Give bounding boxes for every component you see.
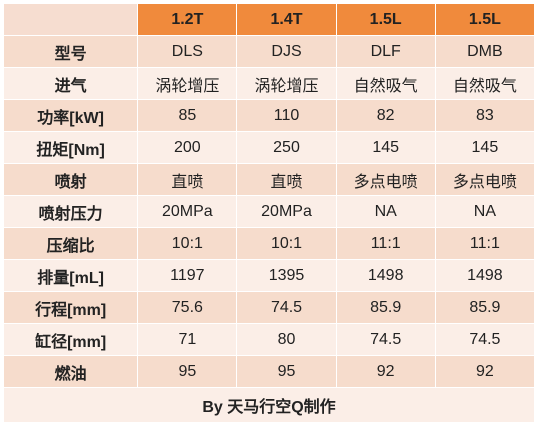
engine-spec-table: 1.2T 1.4T 1.5L 1.5L 型号 DLS DJS DLF DMB 进气 涡轮增压… xyxy=(2,3,536,423)
row-label: 缸径[mm] xyxy=(2,323,139,356)
table-row: 缸径[mm] 71 80 74.5 74.5 xyxy=(2,323,536,356)
column-header: 1.5L xyxy=(434,3,536,36)
table-row: 压缩比 10:1 10:1 11:1 11:1 xyxy=(2,227,536,260)
table-cell: 自然吸气 xyxy=(434,67,536,100)
row-label: 压缩比 xyxy=(2,227,139,260)
table-cell: 1498 xyxy=(335,259,436,292)
table-cell: DLS xyxy=(137,35,238,68)
column-header: 1.5L xyxy=(335,3,436,36)
table-row: 排量[mL] 1197 1395 1498 1498 xyxy=(2,259,536,292)
table-cell: 145 xyxy=(335,131,436,164)
table-cell: 10:1 xyxy=(137,227,238,260)
table-cell: 1498 xyxy=(434,259,536,292)
table-cell: 11:1 xyxy=(335,227,436,260)
row-label: 燃油 xyxy=(2,355,139,388)
table-cell: 85.9 xyxy=(434,291,536,324)
table-cell: 11:1 xyxy=(434,227,536,260)
table-header: 1.2T 1.4T 1.5L 1.5L xyxy=(2,3,536,36)
credit-text: By 天马行空Q制作 xyxy=(3,387,535,423)
table-row: 燃油 95 95 92 92 xyxy=(2,355,536,388)
table-cell: DMB xyxy=(434,35,536,68)
table-cell: 1197 xyxy=(137,259,238,292)
table-cell: 直喷 xyxy=(236,163,337,196)
row-label: 功率[kW] xyxy=(2,99,139,132)
table-cell: 80 xyxy=(236,323,337,356)
table-row: 功率[kW] 85 110 82 83 xyxy=(2,99,536,132)
table-cell: 250 xyxy=(236,131,337,164)
row-label: 扭矩[Nm] xyxy=(2,131,139,164)
table-cell: 200 xyxy=(137,131,238,164)
table-cell: 多点电喷 xyxy=(335,163,436,196)
table-cell: 20MPa xyxy=(236,195,337,228)
table-footer: By 天马行空Q制作 xyxy=(3,387,535,423)
table-cell: 110 xyxy=(236,99,337,132)
row-label: 进气 xyxy=(2,67,139,100)
table-cell: 74.5 xyxy=(434,323,536,356)
table-cell: 多点电喷 xyxy=(434,163,536,196)
row-label: 型号 xyxy=(2,35,139,68)
table-body: 型号 DLS DJS DLF DMB 进气 涡轮增压 涡轮增压 自然吸气 自然吸气 功率[kW] 85… xyxy=(2,35,536,388)
table-row: 喷射 直喷 直喷 多点电喷 多点电喷 xyxy=(2,163,536,196)
table-cell: DJS xyxy=(236,35,337,68)
header-corner-cell xyxy=(2,3,139,36)
table-cell: 82 xyxy=(335,99,436,132)
table-cell: 92 xyxy=(335,355,436,388)
table-row: 型号 DLS DJS DLF DMB xyxy=(2,35,536,68)
table-cell: 74.5 xyxy=(335,323,436,356)
table-cell: 10:1 xyxy=(236,227,337,260)
table-cell: DLF xyxy=(335,35,436,68)
row-label: 喷射 xyxy=(2,163,139,196)
row-label: 行程[mm] xyxy=(2,291,139,324)
row-label: 排量[mL] xyxy=(2,259,139,292)
table-cell: 95 xyxy=(137,355,238,388)
table-cell: 涡轮增压 xyxy=(137,67,238,100)
header-row: 1.2T 1.4T 1.5L 1.5L xyxy=(2,3,536,36)
table-cell: 85.9 xyxy=(335,291,436,324)
table-cell: 83 xyxy=(434,99,536,132)
table-cell: NA xyxy=(335,195,436,228)
column-header: 1.4T xyxy=(236,3,337,36)
table-cell: 75.6 xyxy=(137,291,238,324)
table-row: 喷射压力 20MPa 20MPa NA NA xyxy=(2,195,536,228)
table-cell: 1395 xyxy=(236,259,337,292)
table-cell: 20MPa xyxy=(137,195,238,228)
table-cell: 85 xyxy=(137,99,238,132)
footer-row: By 天马行空Q制作 xyxy=(3,387,535,423)
table-cell: 145 xyxy=(434,131,536,164)
table-cell: 涡轮增压 xyxy=(236,67,337,100)
table-cell: 直喷 xyxy=(137,163,238,196)
table-cell: 自然吸气 xyxy=(335,67,436,100)
table-row: 进气 涡轮增压 涡轮增压 自然吸气 自然吸气 xyxy=(2,67,536,100)
table-cell: 71 xyxy=(137,323,238,356)
table-cell: NA xyxy=(434,195,536,228)
table-cell: 92 xyxy=(434,355,536,388)
table-row: 行程[mm] 75.6 74.5 85.9 85.9 xyxy=(2,291,536,324)
table-cell: 74.5 xyxy=(236,291,337,324)
row-label: 喷射压力 xyxy=(2,195,139,228)
table-row: 扭矩[Nm] 200 250 145 145 xyxy=(2,131,536,164)
column-header: 1.2T xyxy=(137,3,238,36)
table-cell: 95 xyxy=(236,355,337,388)
